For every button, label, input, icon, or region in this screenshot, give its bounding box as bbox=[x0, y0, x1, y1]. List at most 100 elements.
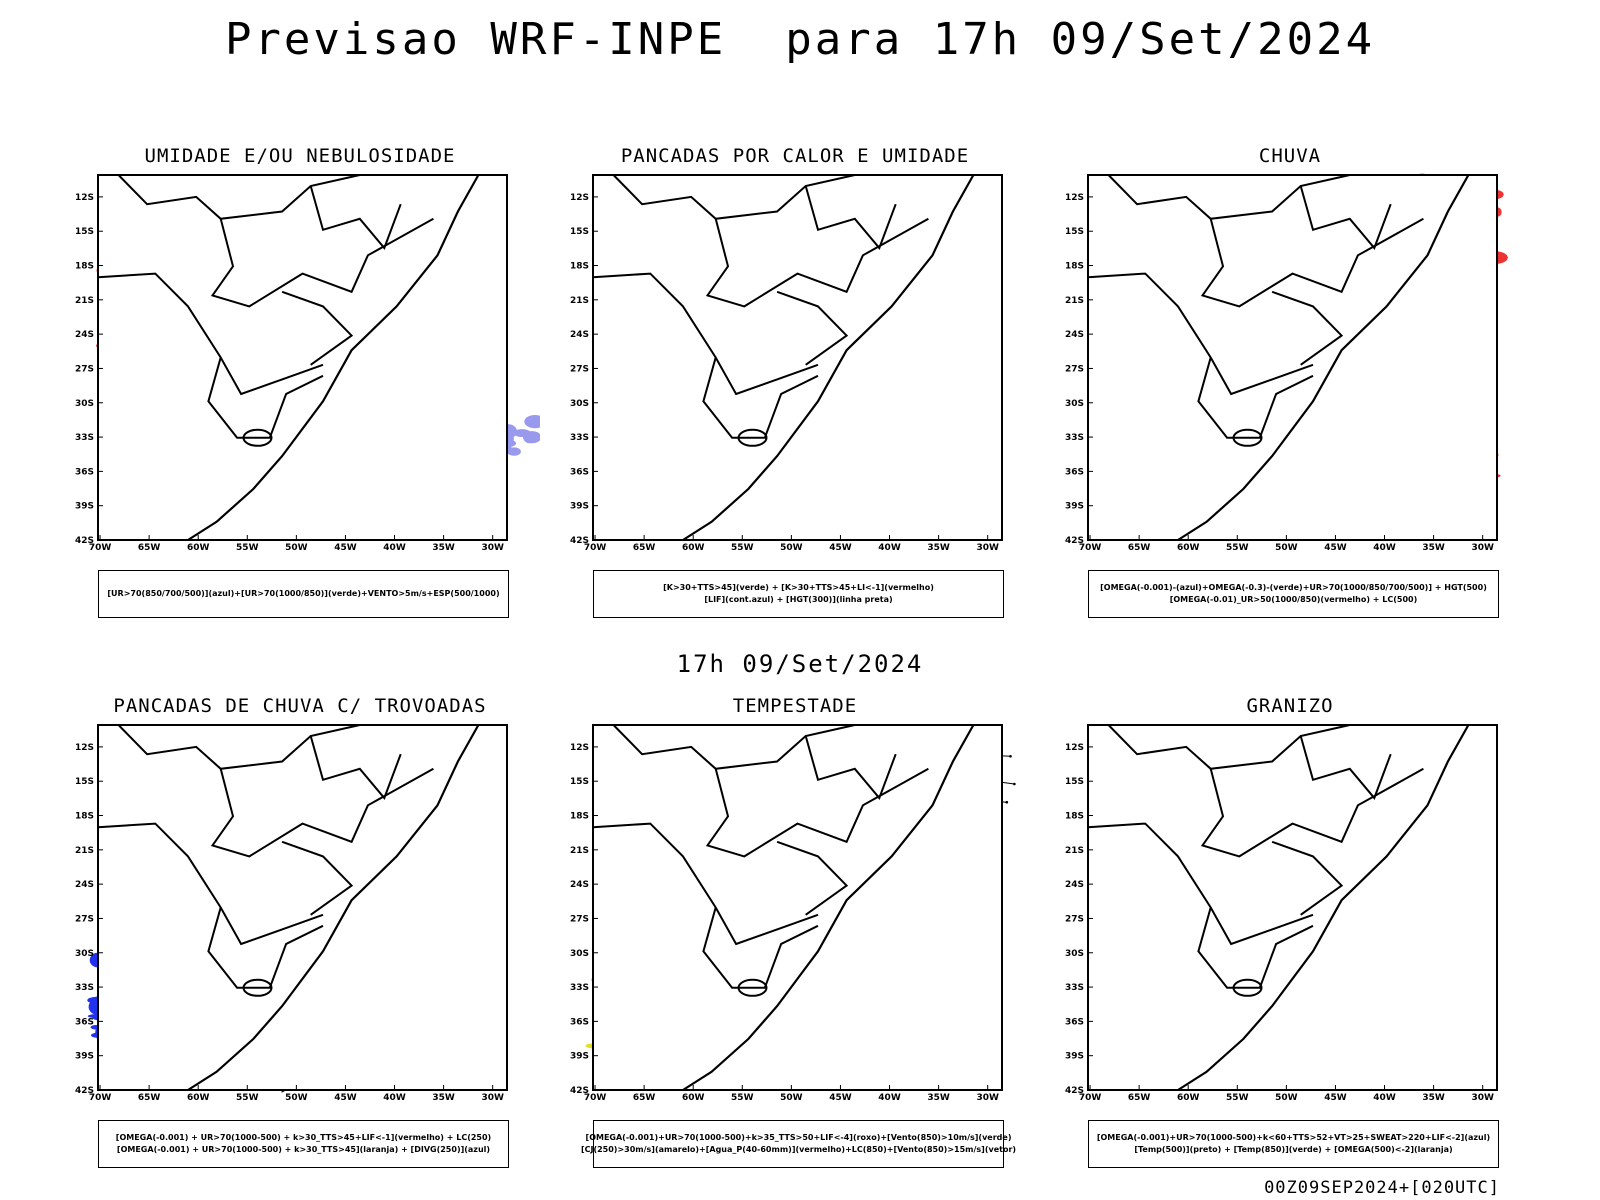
lat-label: 39S bbox=[570, 502, 589, 512]
main-title: Previsao WRF-INPE para 17h 09/Set/2024 bbox=[224, 14, 1376, 65]
lat-label: 18S bbox=[570, 262, 589, 272]
lon-label: 60W bbox=[1177, 1093, 1200, 1103]
lat-label: 15S bbox=[75, 777, 94, 787]
political-border bbox=[592, 272, 819, 396]
lat-label: 24S bbox=[1065, 330, 1084, 340]
political-border bbox=[1200, 217, 1424, 308]
lon-label: 60W bbox=[1177, 543, 1200, 553]
political-border bbox=[1271, 290, 1344, 366]
lat-label: 24S bbox=[1065, 880, 1084, 890]
lon-label: 65W bbox=[633, 1093, 656, 1103]
political-border bbox=[210, 767, 434, 858]
panel-legend: [OMEGA(-0.001)+UR>70(1000-500)+k>35_TTS>… bbox=[581, 1120, 1016, 1168]
wind-vector-head bbox=[1009, 755, 1012, 758]
lat-label: 36S bbox=[75, 467, 94, 477]
lon-label: 40W bbox=[878, 1093, 901, 1103]
lon-label: 30W bbox=[976, 543, 999, 553]
panel-pancadas-trovoadas: PANCADAS DE CHUVA C/ TROVOADAS 12S 15S 18S… bbox=[60, 695, 540, 1168]
lon-label: 40W bbox=[383, 1093, 406, 1103]
map-frame bbox=[1087, 174, 1498, 541]
lat-label: 21S bbox=[75, 296, 94, 306]
panel-umidade: UMIDADE E/OU NEBULOSIDADE 10081012101610… bbox=[60, 145, 540, 618]
lon-label: 65W bbox=[1128, 543, 1151, 553]
lat-label: 33S bbox=[570, 983, 589, 993]
lat-label: 24S bbox=[75, 880, 94, 890]
map-base bbox=[1087, 174, 1497, 541]
lon-label: 45W bbox=[1324, 543, 1347, 553]
lon-label: 30W bbox=[1471, 1093, 1494, 1103]
lat-label: 39S bbox=[75, 502, 94, 512]
lon-label: 50W bbox=[285, 1093, 308, 1103]
political-border bbox=[210, 217, 434, 308]
panel-legend: [OMEGA(-0.001)+UR>70(1000-500)+k<60+TTS>… bbox=[1088, 1120, 1499, 1168]
panel-title: TEMPESTADE bbox=[732, 695, 858, 717]
middle-title: 17h 09/Set/2024 bbox=[676, 650, 924, 678]
lon-label: 65W bbox=[138, 543, 161, 553]
lon-label: 30W bbox=[481, 543, 504, 553]
map-base bbox=[1087, 724, 1497, 1091]
lon-label: 45W bbox=[1324, 1093, 1347, 1103]
lat-label: 21S bbox=[1065, 296, 1084, 306]
lon-label: 60W bbox=[682, 1093, 705, 1103]
lon-label: 40W bbox=[383, 543, 406, 553]
political-border bbox=[207, 907, 324, 989]
political-border bbox=[281, 290, 354, 366]
lat-label: 42S bbox=[75, 1086, 94, 1096]
lagoon-shape bbox=[242, 428, 273, 447]
map-base bbox=[97, 174, 507, 541]
forecast-run-footer: 00Z09SEP2024+[020UTC] bbox=[1264, 1178, 1500, 1198]
lon-label: 45W bbox=[829, 543, 852, 553]
map-base bbox=[592, 174, 1002, 541]
panel-pancadas-calor: PANCADAS POR CALOR E UMIDADE 96009520944… bbox=[555, 145, 1035, 618]
legend-line: [OMEGA(-0.001)+UR>70(1000-500)+k>35_TTS>… bbox=[585, 1133, 1012, 1142]
panel-tempestade: TEMPESTADE 12S 15S 18S 21S 24S 27S 30S 33S 36S 39… bbox=[555, 695, 1035, 1168]
lon-label: 45W bbox=[829, 1093, 852, 1103]
lat-label: 15S bbox=[75, 227, 94, 237]
political-border bbox=[1197, 357, 1314, 439]
lon-label: 55W bbox=[236, 1093, 259, 1103]
map-background bbox=[1088, 175, 1497, 540]
legend-line: [Temp(500)](preto) + [Temp(850)](verde) … bbox=[1134, 1145, 1453, 1154]
lat-label: 12S bbox=[1065, 743, 1084, 753]
lat-label: 33S bbox=[75, 983, 94, 993]
wind-vector-head bbox=[1013, 782, 1016, 786]
lat-label: 18S bbox=[75, 262, 94, 272]
lat-label: 30S bbox=[1065, 949, 1084, 959]
coastline bbox=[682, 174, 975, 541]
panel-granizo: GRANIZO 1518212412912S15S18S21S24S27S30S… bbox=[1050, 695, 1530, 1168]
lagoon-shape bbox=[242, 978, 273, 997]
lat-label: 24S bbox=[570, 330, 589, 340]
lon-label: 70W bbox=[584, 1093, 607, 1103]
lat-label: 36S bbox=[570, 467, 589, 477]
lat-label: 18S bbox=[570, 812, 589, 822]
political-border bbox=[592, 822, 819, 946]
lon-label: 40W bbox=[1373, 543, 1396, 553]
lon-label: 30W bbox=[1471, 543, 1494, 553]
wind-vector-head bbox=[1005, 800, 1009, 804]
panel-title: CHUVA bbox=[1258, 145, 1322, 167]
political-border bbox=[207, 357, 324, 439]
legend-line: [UR>70(850/700/500)](azul)+[UR>70(1000/8… bbox=[107, 589, 500, 598]
lat-label: 12S bbox=[570, 743, 589, 753]
political-border bbox=[1299, 735, 1392, 800]
coastline bbox=[187, 174, 480, 541]
lon-label: 45W bbox=[334, 1093, 357, 1103]
lon-label: 70W bbox=[1079, 543, 1102, 553]
lat-label: 21S bbox=[75, 846, 94, 856]
coastline bbox=[682, 724, 975, 1091]
lon-label: 35W bbox=[927, 1093, 950, 1103]
lon-label: 50W bbox=[780, 1093, 803, 1103]
lon-label: 55W bbox=[236, 543, 259, 553]
map-background bbox=[593, 175, 1002, 540]
lat-label: 15S bbox=[570, 777, 589, 787]
lat-label: 36S bbox=[75, 1017, 94, 1027]
political-border bbox=[702, 907, 819, 989]
political-border bbox=[1271, 840, 1344, 916]
lat-label: 21S bbox=[1065, 846, 1084, 856]
map-frame bbox=[97, 724, 508, 1091]
political-border bbox=[1200, 767, 1424, 858]
lat-label: 27S bbox=[75, 914, 94, 924]
